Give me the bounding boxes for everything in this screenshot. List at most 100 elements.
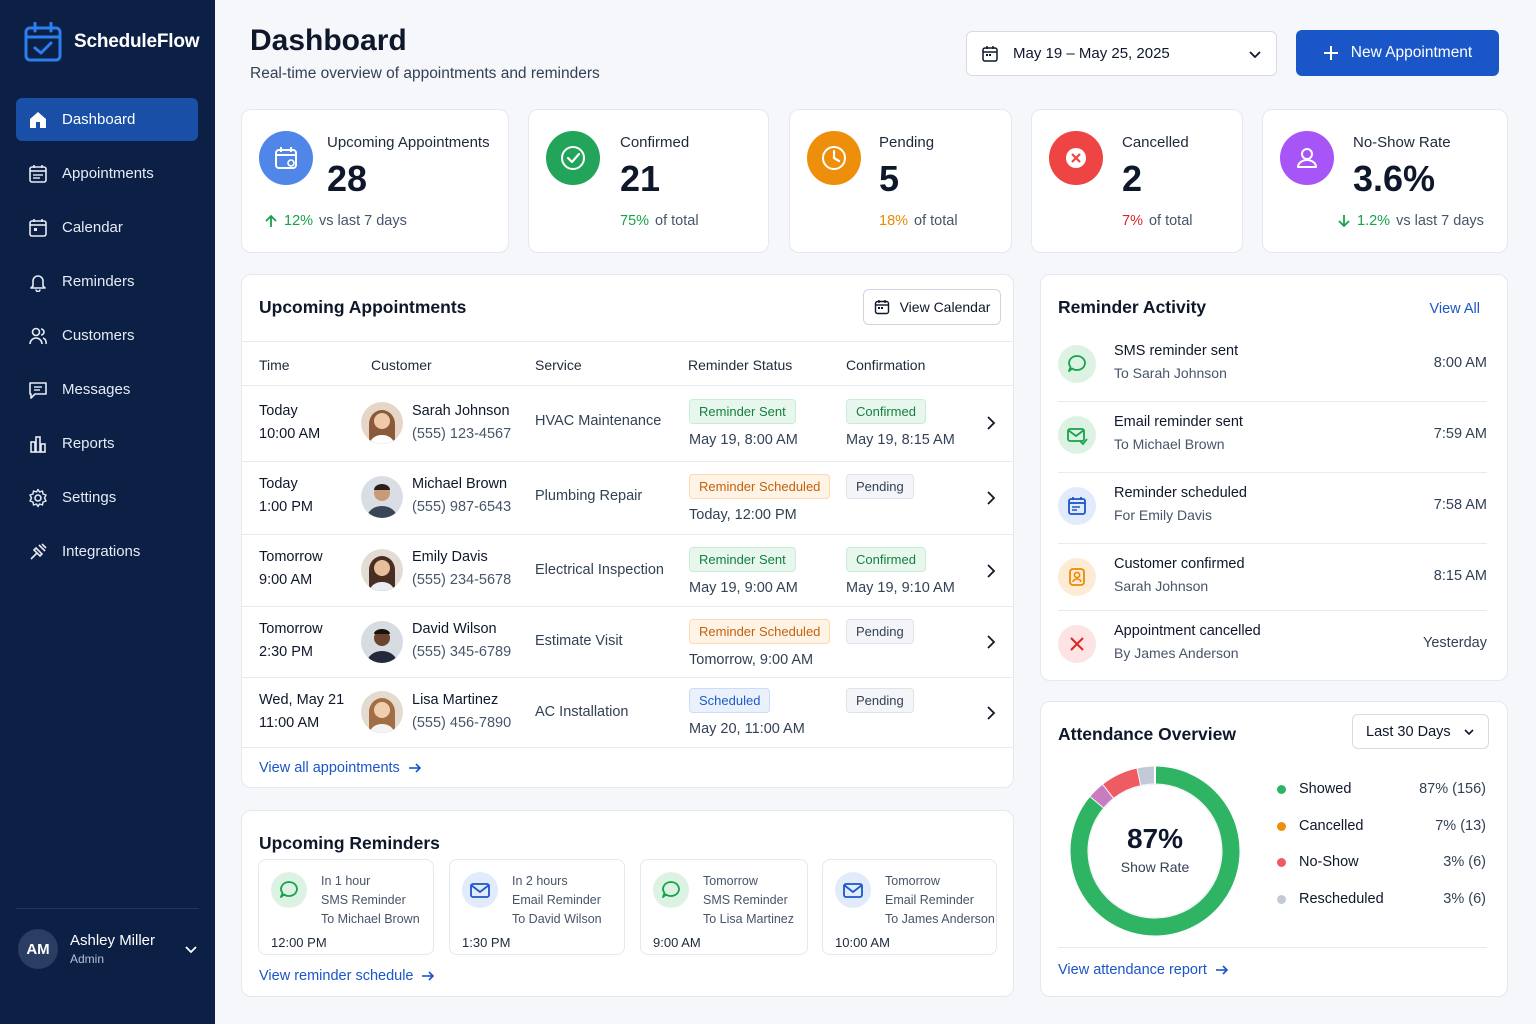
chevron-right-icon[interactable]	[985, 416, 997, 430]
donut-separator	[1102, 783, 1115, 799]
list-item[interactable]: SMS reminder sent To Sarah Johnson 8:00 …	[1058, 331, 1487, 402]
reminder-card[interactable]: Tomorrow Email Reminder To James Anderson …	[822, 859, 997, 955]
sidebar-item-dashboard[interactable]: Dashboard	[16, 98, 198, 141]
activity-title: Appointment cancelled	[1114, 623, 1261, 639]
service-name: HVAC Maintenance	[535, 413, 662, 429]
view-all-appointments-link[interactable]: View all appointments	[259, 760, 422, 776]
appointment-day: Wed, May 21	[259, 692, 345, 708]
reminder-recipient: To David Wilson	[512, 912, 602, 926]
reminder-card[interactable]: Tomorrow SMS Reminder To Lisa Martinez 9:0…	[640, 859, 808, 955]
legend-dot	[1277, 858, 1286, 867]
chevron-right-icon[interactable]	[985, 564, 997, 578]
chevron-down-icon[interactable]	[184, 942, 198, 956]
email-icon	[835, 872, 871, 908]
table-row[interactable]: Wed, May 21 11:00 AM Lisa Martinez (555) 4…	[242, 678, 1013, 748]
chevron-right-icon[interactable]	[985, 635, 997, 649]
stat-footer: 75% of total	[620, 213, 699, 229]
activity-subtitle: To Sarah Johnson	[1114, 365, 1227, 381]
section-title: Attendance Overview	[1058, 724, 1236, 744]
gear-icon	[29, 488, 47, 507]
donut-center: 87% Show Rate	[1065, 761, 1245, 941]
donut-slice-showed	[1070, 766, 1240, 936]
chevron-right-icon[interactable]	[985, 491, 997, 505]
confirmation-badge: Pending	[846, 474, 914, 499]
sidebar-item-label: Integrations	[62, 543, 141, 560]
table-row[interactable]: Today 10:00 AM Sarah Johnson (555) 123-456…	[242, 386, 1013, 462]
chevron-right-icon[interactable]	[985, 706, 997, 720]
column-header: Time	[259, 357, 290, 373]
sidebar-item-messages[interactable]: Messages	[16, 368, 198, 411]
view-calendar-button[interactable]: View Calendar	[863, 289, 1001, 325]
table-row[interactable]: Tomorrow 2:30 PM David Wilson (555) 345-67…	[242, 607, 1013, 678]
stat-value: 5	[879, 158, 900, 199]
reminder-when: In 1 hour	[321, 874, 371, 888]
sidebar-item-customers[interactable]: Customers	[16, 314, 198, 357]
reminder-time: May 20, 11:00 AM	[689, 721, 805, 737]
reminder-type: Email Reminder	[512, 893, 601, 907]
user-icon	[1280, 131, 1334, 185]
sidebar-item-settings[interactable]: Settings	[16, 476, 198, 519]
list-item[interactable]: Reminder scheduled For Emily Davis 7:58 …	[1058, 473, 1487, 544]
view-all-activity-link[interactable]: View All	[1429, 301, 1480, 317]
customer-phone: (555) 123-4567	[412, 426, 512, 442]
legend-dot	[1277, 895, 1286, 904]
range-select[interactable]: Last 30 Days	[1352, 714, 1489, 749]
sidebar-item-label: Settings	[62, 489, 117, 506]
calendar-icon	[1058, 487, 1096, 525]
legend-item-no-show: No-Show 3% (6)	[1274, 853, 1486, 873]
arrow-right-icon	[408, 763, 421, 773]
list-item[interactable]: Appointment cancelled By James Anderson …	[1058, 611, 1487, 682]
stat-label: Cancelled	[1122, 134, 1189, 151]
legend-value: 87% (156)	[1419, 781, 1486, 797]
cancel-icon	[1058, 625, 1096, 663]
link-label: View attendance report	[1058, 962, 1207, 978]
user-menu[interactable]: AM Ashley Miller Admin	[18, 929, 198, 969]
table-header: Time Customer Service Reminder Status Co…	[242, 341, 1013, 386]
stat-delta: 12%	[284, 213, 314, 229]
reminder-recipient: To James Anderson	[885, 912, 995, 926]
stat-card-pending: Pending 5 18% of total	[789, 109, 1012, 253]
sidebar-divider	[16, 908, 199, 909]
column-header: Reminder Status	[688, 357, 793, 373]
activity-subtitle: To Michael Brown	[1114, 436, 1225, 452]
calendar-list-icon	[29, 164, 47, 183]
reminder-card[interactable]: In 2 hours Email Reminder To David Wilson …	[449, 859, 625, 955]
reminder-type: SMS Reminder	[703, 893, 788, 907]
list-item[interactable]: Customer confirmed Sarah Johnson 8:15 AM	[1058, 544, 1487, 611]
date-range-label: May 19 – May 25, 2025	[1013, 45, 1170, 62]
section-title: Upcoming Reminders	[259, 833, 440, 853]
view-reminder-schedule-link[interactable]: View reminder schedule	[259, 968, 435, 984]
reminder-card[interactable]: In 1 hour SMS Reminder To Michael Brown 12…	[258, 859, 434, 955]
date-range-picker[interactable]: May 19 – May 25, 2025	[966, 31, 1277, 76]
sidebar-item-appointments[interactable]: Appointments	[16, 152, 198, 195]
brand-calendar-icon	[24, 22, 62, 62]
view-attendance-report-link[interactable]: View attendance report	[1058, 962, 1229, 978]
confirmation-badge: Confirmed	[846, 547, 926, 572]
appointment-time: 11:00 AM	[259, 715, 320, 731]
legend-name: No-Show	[1299, 854, 1359, 870]
customer-phone: (555) 345-6789	[412, 644, 512, 660]
sidebar-item-reminders[interactable]: Reminders	[16, 260, 198, 303]
list-item[interactable]: Email reminder sent To Michael Brown 7:5…	[1058, 402, 1487, 473]
activity-time: 7:58 AM	[1433, 497, 1487, 513]
reminder-status-badge: Reminder Sent	[689, 547, 796, 572]
stat-footer: 1.2% vs last 7 days	[1337, 213, 1484, 229]
sidebar-item-reports[interactable]: Reports	[16, 422, 198, 465]
activity-title: Customer confirmed	[1114, 556, 1245, 572]
table-row[interactable]: Tomorrow 9:00 AM Emily Davis (555) 234-567…	[242, 535, 1013, 607]
sidebar-item-calendar[interactable]: Calendar	[16, 206, 198, 249]
stat-label: No-Show Rate	[1353, 134, 1451, 151]
avatar	[361, 621, 403, 663]
arrow-up-icon	[265, 214, 277, 227]
sidebar-item-label: Appointments	[62, 165, 154, 182]
table-row[interactable]: Today 1:00 PM Michael Brown (555) 987-6543…	[242, 462, 1013, 535]
new-appointment-button[interactable]: New Appointment	[1296, 30, 1499, 76]
stat-card-upcoming: Upcoming Appointments 28 12% vs last 7 d…	[241, 109, 509, 253]
reminder-time: 12:00 PM	[271, 935, 327, 950]
activity-subtitle: For Emily Davis	[1114, 507, 1213, 523]
brand[interactable]: ScheduleFlow	[24, 22, 200, 62]
stat-card-cancelled: Cancelled 2 7% of total	[1031, 109, 1243, 253]
stat-label: Confirmed	[620, 134, 690, 151]
reminder-when: Tomorrow	[885, 874, 940, 888]
sidebar-item-integrations[interactable]: Integrations	[16, 530, 198, 573]
